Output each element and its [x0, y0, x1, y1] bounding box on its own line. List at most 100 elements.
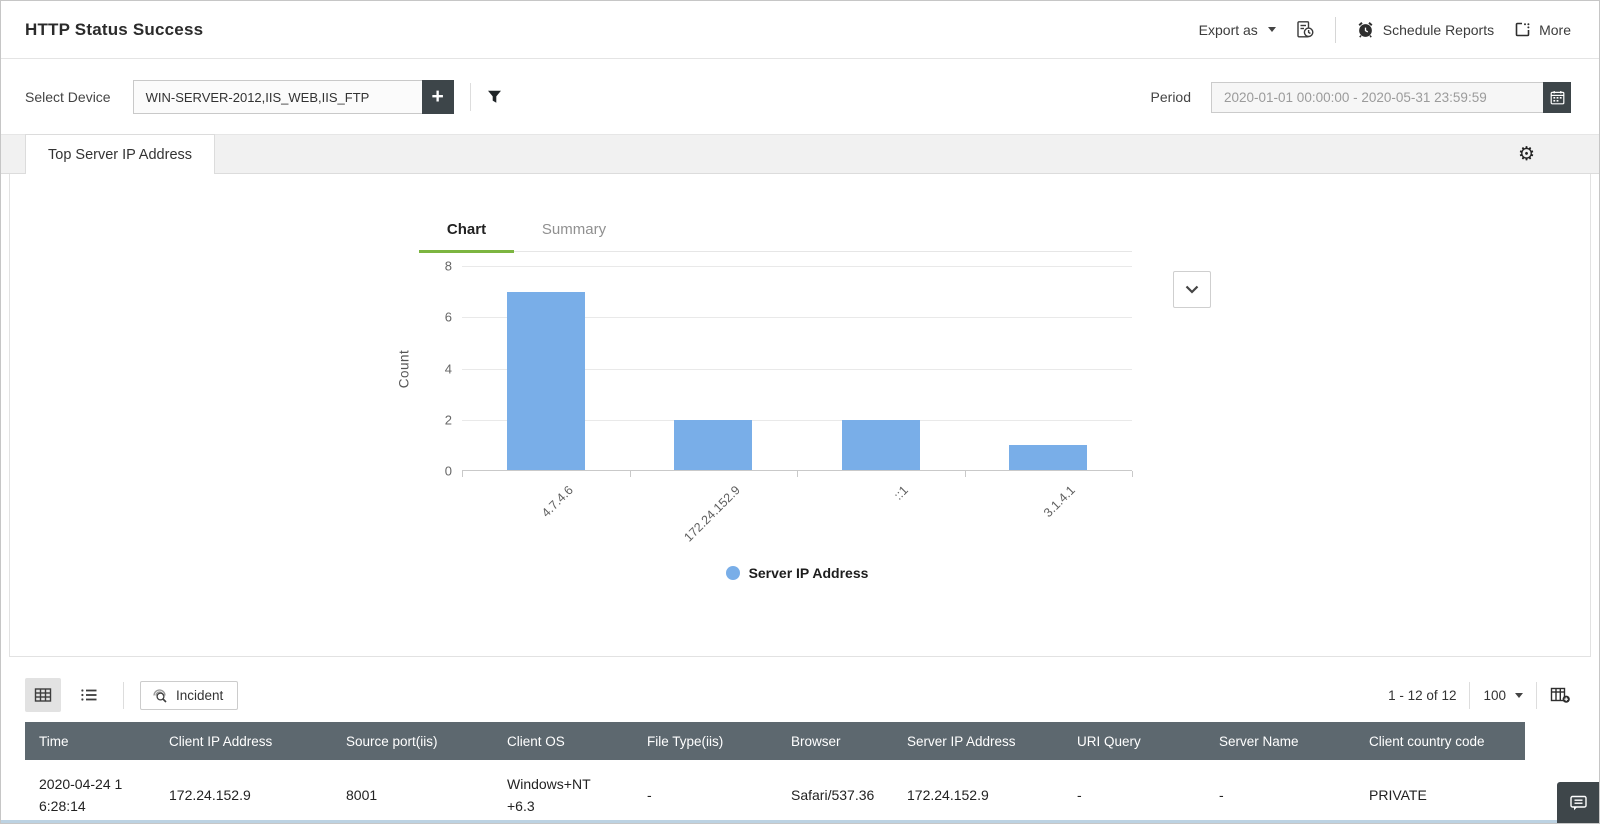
- col-browser[interactable]: Browser: [777, 722, 893, 760]
- pagination-text: 1 - 12 of 12: [1388, 687, 1457, 703]
- log-table: Time Client IP Address Source port(iis) …: [25, 722, 1525, 823]
- tab-summary[interactable]: Summary: [541, 221, 607, 238]
- x-axis-line: [462, 470, 1132, 471]
- alarm-clock-icon: [1356, 20, 1375, 39]
- cell-time: 2020-04-24 16:28:14: [39, 776, 123, 814]
- x-tick-mark: [964, 471, 966, 477]
- chevron-down-icon: [1185, 285, 1199, 294]
- device-filter: Select Device WIN-SERVER-2012,IIS_WEB,II…: [25, 80, 502, 114]
- list-view-icon: [80, 687, 98, 703]
- header-actions: Export as: [1199, 16, 1571, 43]
- cell-browser: Safari/537.36: [791, 787, 875, 804]
- export-as-label: Export as: [1198, 21, 1258, 38]
- bar-chart-plot: Count 8 6 4 2 0: [397, 259, 1133, 479]
- legend-label: Server IP Address: [748, 565, 869, 581]
- legend-swatch: [725, 566, 740, 580]
- gridline: [462, 419, 1132, 421]
- col-client-ip[interactable]: Client IP Address: [155, 722, 332, 760]
- bar-series: [462, 266, 1132, 471]
- y-tick: 2: [444, 412, 452, 428]
- x-tick-label: 4.7.4.6: [538, 483, 576, 520]
- device-input[interactable]: WIN-SERVER-2012,IIS_WEB,IIS_FTP: [132, 80, 422, 114]
- gridline: [462, 317, 1132, 319]
- y-tick: 6: [444, 309, 452, 325]
- gear-icon[interactable]: ⚙: [1517, 144, 1535, 165]
- chart-legend[interactable]: Server IP Address: [462, 565, 1132, 581]
- grid-view-button[interactable]: [25, 678, 61, 712]
- y-axis-label: Count: [396, 349, 412, 388]
- cell-uri-query: -: [1077, 787, 1082, 804]
- y-tick: 4: [444, 361, 452, 376]
- feedback-chat-button[interactable]: [1557, 782, 1599, 823]
- period-label: Period: [1150, 89, 1191, 105]
- horizontal-scrollbar[interactable]: [1, 820, 1599, 823]
- bar-ipv6-loopback[interactable]: [841, 419, 920, 471]
- chart-view-tabs: Chart Summary: [419, 211, 1132, 253]
- period-filter: Period 2020-01-01 00:00:00 - 2020-05-31 …: [1150, 81, 1571, 113]
- export-history-icon[interactable]: [1296, 20, 1315, 39]
- col-server-ip[interactable]: Server IP Address: [893, 722, 1063, 760]
- x-tick-mark: [1132, 471, 1133, 477]
- filter-funnel-icon: [487, 90, 502, 104]
- tab-chart[interactable]: Chart: [419, 211, 514, 253]
- more-icon: [1514, 21, 1531, 38]
- bar-4-7-4-6[interactable]: [506, 291, 585, 471]
- period-input[interactable]: 2020-01-01 00:00:00 - 2020-05-31 23:59:5…: [1211, 81, 1543, 113]
- col-client-country[interactable]: Client country code: [1355, 722, 1525, 760]
- header-divider: [1334, 16, 1336, 43]
- toolbar-divider: [1469, 681, 1471, 709]
- device-picker: WIN-SERVER-2012,IIS_WEB,IIS_FTP +: [132, 80, 454, 114]
- select-device-label: Select Device: [25, 89, 111, 105]
- filter-row: Select Device WIN-SERVER-2012,IIS_WEB,II…: [1, 59, 1599, 134]
- toolbar-divider: [123, 681, 124, 709]
- cell-server-name: -: [1219, 787, 1224, 804]
- incident-search-icon: [151, 687, 168, 704]
- grid-view-icon: [34, 687, 52, 703]
- add-column-icon[interactable]: [1550, 686, 1571, 704]
- col-server-name[interactable]: Server Name: [1205, 722, 1355, 760]
- cell-source-port: 8001: [346, 787, 378, 804]
- y-tick: 0: [444, 463, 452, 479]
- x-tick-label: 172.24.152.9: [681, 483, 744, 545]
- schedule-reports-label: Schedule Reports: [1382, 21, 1495, 38]
- tab-top-server-ip-address[interactable]: Top Server IP Address: [25, 134, 216, 174]
- export-as-menu[interactable]: Export as: [1199, 22, 1276, 38]
- page-title: HTTP Status Success: [25, 19, 204, 39]
- cell-file-type: -: [647, 787, 652, 804]
- col-file-type[interactable]: File Type(iis): [633, 722, 777, 760]
- schedule-reports-button[interactable]: Schedule Reports: [1356, 20, 1494, 39]
- col-time[interactable]: Time: [25, 722, 155, 760]
- table-toolbar: Incident 1 - 12 of 12 100: [1, 673, 1599, 717]
- col-client-os[interactable]: Client OS: [493, 722, 633, 760]
- table-toolbar-right: 1 - 12 of 12 100: [1388, 681, 1571, 709]
- x-axis-labels: 4.7.4.6 172.24.152.9 ::1 3.1.4.1: [462, 471, 1132, 563]
- filter-button[interactable]: [469, 83, 502, 111]
- chat-bubble-icon: [1569, 794, 1588, 812]
- incident-button[interactable]: Incident: [140, 680, 239, 710]
- calendar-button[interactable]: [1543, 81, 1571, 113]
- incident-label: Incident: [176, 687, 224, 703]
- period-picker: 2020-01-01 00:00:00 - 2020-05-31 23:59:5…: [1211, 81, 1571, 113]
- cell-client-os: Windows+NT+6.3: [507, 776, 591, 814]
- bar-3-1-4-1[interactable]: [1009, 445, 1088, 471]
- cell-client-country: PRIVATE: [1369, 787, 1427, 804]
- x-tick-mark: [462, 471, 463, 477]
- col-source-port[interactable]: Source port(iis): [332, 722, 493, 760]
- more-menu[interactable]: More: [1514, 21, 1571, 38]
- page-size-dropdown[interactable]: 100: [1483, 688, 1523, 703]
- chart-options-button[interactable]: [1173, 271, 1211, 308]
- list-view-button[interactable]: [71, 678, 107, 712]
- col-uri-query[interactable]: URI Query: [1063, 722, 1205, 760]
- y-tick: 8: [444, 258, 452, 274]
- calendar-icon: [1550, 90, 1565, 105]
- chart-area: Chart Summary Count 8 6 4 2 0: [397, 174, 1133, 581]
- table-toolbar-left: Incident: [25, 678, 239, 712]
- x-tick-mark: [797, 471, 798, 477]
- bar-172-24-152-9[interactable]: [674, 419, 753, 471]
- report-tabstrip: Top Server IP Address ⚙: [1, 134, 1599, 174]
- add-device-button[interactable]: +: [421, 80, 454, 114]
- more-label: More: [1539, 21, 1571, 38]
- toolbar-divider: [1536, 681, 1537, 709]
- table-row[interactable]: 2020-04-24 16:28:14 172.24.152.9 8001 Wi…: [25, 760, 1525, 823]
